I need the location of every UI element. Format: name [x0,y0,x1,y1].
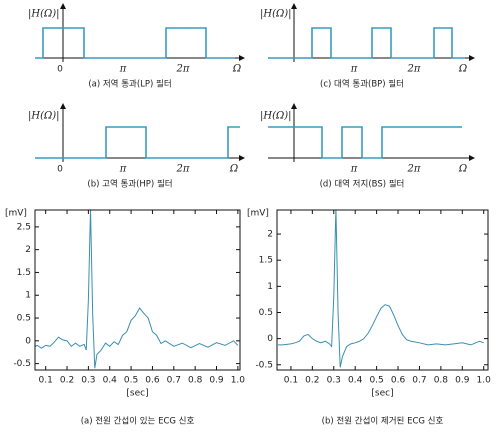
caption: (a) 전원 간섭이 있는 ECG 신호 [81,416,195,427]
y-tick-label: 2 [25,245,31,255]
tick-label: Ω [229,164,238,175]
y-label: |H(Ω)| [260,9,292,20]
y-tick-label: 0 [267,334,273,344]
caption: (b) 전원 간섭이 제거된 ECG 신호 [322,416,444,427]
y-label: |H(Ω)| [28,9,60,20]
caption: (c) 대역 통과(BP) 필터 [320,79,404,90]
plot-frame [34,209,241,371]
tick-label: π [119,64,127,75]
ecg-line [35,210,239,369]
response [35,126,240,159]
x-tick-label: 0.2 [305,376,319,386]
y-tick-label: 2 [267,230,273,240]
response [35,27,235,59]
x-tick-label: 0.5 [124,376,138,386]
y-tick-label: 0.5 [17,314,31,324]
x-tick-label: 0.6 [391,376,406,386]
y-tick-label: 2.5 [17,222,31,232]
tick-label: 2π [407,64,421,75]
plot-frame [276,209,489,371]
x-tick-label: 0.7 [167,376,181,386]
response [268,126,462,159]
tick-label: Ω [458,164,467,175]
response [268,27,465,59]
y-tick-label: 0 [25,336,31,346]
ecg-chart: -0.5 0 0.5 1 1.5 2 2.5 0.1 0.2 0.3 0.4 0.5 0.6 0.7 0.8… [5,209,245,427]
x-tick-label: 0.3 [327,376,341,386]
filter-lp: |H(Ω)| 0 π 2π Ω (a) 저역 통과(LP) 필터 [28,3,245,90]
tick-label: 2π [176,164,190,175]
x-label: [sec] [371,389,393,399]
y-tick-label: 0.5 [259,308,273,318]
tick-label: π [119,164,127,175]
x-tick-label: 0.9 [209,376,224,386]
x-tick-label: 0.5 [369,376,383,386]
tick-label: π [350,164,358,175]
tick-label: 0 [57,165,63,175]
x-tick-label: 0.1 [284,376,298,386]
x-tick-label: 1.0 [231,376,246,386]
y-label: |H(Ω)| [260,111,292,122]
x-tick-label: 0.4 [348,376,363,386]
y-tick-label: 1.5 [259,256,273,266]
y-tick-label: 1 [267,282,273,292]
y-tick-label: -0.5 [255,360,273,370]
x-label: [sec] [126,389,148,399]
tick-label: π [350,64,358,75]
ecg-chart: -0.5 0 0.5 1 1.5 2 0.1 0.2 0.3 0.4 0.5 0.6 0.7 0.8 0.9… [247,209,492,427]
tick-label: 2π [407,164,421,175]
ecg-line [278,210,484,368]
caption: (b) 고역 통과(HP) 필터 [87,179,172,190]
filter-bp: |H(Ω)| π 2π Ω (c) 대역 통과(BP) 필터 [260,3,475,90]
x-tick-label: 0.6 [145,376,160,386]
tick-label: Ω [232,64,241,75]
x-tick-label: 0.9 [455,376,470,386]
y-label: |H(Ω)| [28,111,60,122]
caption: (a) 저역 통과(LP) 필터 [88,79,171,90]
filter-bs: |H(Ω)| π 2π Ω (d) 대역 저지(BS) 필터 [260,103,475,190]
x-tick-label: 0.3 [81,376,95,386]
filter-hp: |H(Ω)| 0 π 2π Ω (b) 고역 통과(HP) 필터 [28,103,245,190]
y-tick-label: 1.5 [17,268,31,278]
x-tick-label: 0.8 [434,376,449,386]
y-tick-label: 1 [25,291,31,301]
x-tick-label: 0.2 [60,376,74,386]
x-tick-label: 0.7 [412,376,426,386]
caption: (d) 대역 저지(BS) 필터 [320,179,405,190]
y-tick-label: -0.5 [13,359,31,369]
y-label: [mV] [247,209,269,219]
y-label: [mV] [5,209,27,219]
x-tick-label: 0.4 [103,376,118,386]
x-tick-label: 1.0 [477,376,492,386]
tick-label: Ω [458,64,467,75]
tick-label: 0 [57,65,63,75]
x-tick-label: 0.8 [188,376,203,386]
tick-label: 2π [176,64,190,75]
x-tick-label: 0.1 [39,376,53,386]
